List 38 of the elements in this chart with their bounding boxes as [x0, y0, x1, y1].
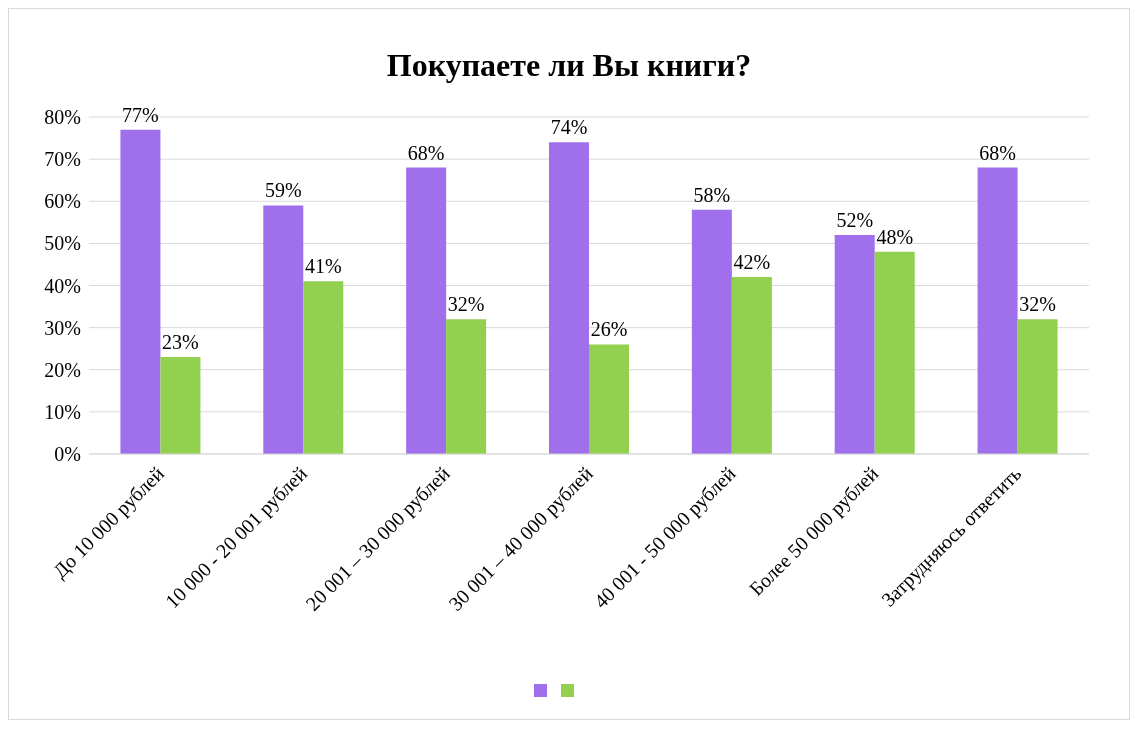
- chart-title: Покупаете ли Вы книги?: [385, 47, 753, 85]
- y-tick-label: 20%: [44, 358, 81, 381]
- y-tick-label: 40%: [44, 274, 81, 297]
- bar: [874, 251, 915, 454]
- data-label: 48%: [876, 225, 914, 248]
- bar: [303, 281, 344, 454]
- data-label: 52%: [836, 208, 874, 231]
- bar: [977, 167, 1018, 454]
- data-label: 42%: [733, 251, 771, 274]
- data-label: 68%: [979, 141, 1016, 164]
- bar: [1017, 319, 1058, 454]
- y-tick-label: 80%: [44, 106, 81, 129]
- bar: [549, 142, 589, 454]
- data-label: 77%: [122, 103, 159, 126]
- bar: [446, 319, 487, 454]
- bar: [834, 234, 875, 454]
- y-tick-label: 70%: [44, 148, 81, 171]
- data-label: 68%: [407, 141, 445, 164]
- bar: [160, 357, 201, 454]
- data-label: 26%: [590, 318, 628, 341]
- bar: [120, 129, 161, 454]
- data-label: 74%: [550, 116, 588, 139]
- bar: [731, 277, 772, 454]
- y-tick-label: 60%: [44, 190, 81, 213]
- y-tick-label: 10%: [44, 400, 81, 423]
- data-label: 59%: [264, 179, 302, 202]
- bar: [406, 167, 447, 454]
- data-label: 32%: [1019, 293, 1056, 316]
- data-label: 32%: [447, 293, 485, 316]
- bar: [263, 205, 304, 454]
- data-label: 58%: [693, 183, 731, 206]
- bar: [589, 344, 629, 454]
- data-label: 23%: [162, 331, 199, 354]
- y-tick-label: 0%: [54, 443, 81, 466]
- data-label: 41%: [304, 255, 342, 278]
- y-tick-label: 50%: [44, 232, 81, 255]
- y-tick-label: 30%: [44, 316, 81, 339]
- bar: [691, 209, 732, 454]
